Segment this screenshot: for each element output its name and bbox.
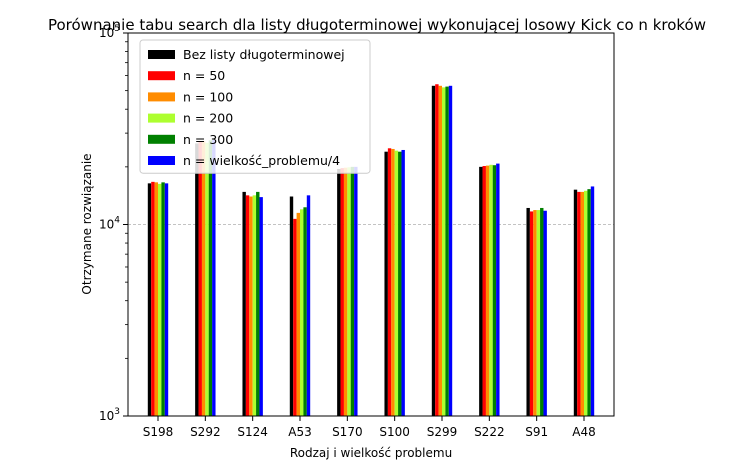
bar — [300, 209, 304, 416]
bar — [154, 182, 158, 416]
bar — [161, 182, 165, 416]
legend-label: n = wielkość_problemu/4 — [183, 153, 340, 168]
bar — [587, 189, 591, 416]
legend-swatch — [148, 92, 175, 102]
x-tick-label: S299 — [427, 425, 458, 439]
x-tick-label: S170 — [332, 425, 363, 439]
y-tick-label: 103 — [99, 407, 120, 423]
legend-swatch — [148, 113, 175, 123]
bar — [252, 195, 257, 416]
bars — [147, 84, 595, 417]
bar — [398, 151, 402, 416]
legend-label: n = 200 — [183, 111, 233, 126]
bar — [543, 210, 547, 416]
bar — [445, 86, 449, 417]
bar — [536, 210, 541, 416]
bar — [340, 168, 344, 416]
bar — [435, 84, 439, 417]
bar — [577, 191, 581, 416]
bar — [479, 166, 483, 416]
bar — [442, 87, 446, 416]
bar — [347, 167, 351, 416]
bar — [590, 186, 595, 416]
bar — [151, 181, 155, 416]
x-tick-label: A53 — [288, 425, 311, 439]
legend-frame — [139, 39, 371, 174]
legend-swatch — [148, 156, 175, 165]
bar — [350, 166, 355, 416]
legend-label: n = 300 — [183, 132, 233, 147]
bar — [343, 167, 348, 416]
bar — [448, 85, 453, 416]
x-tick-label: S222 — [474, 425, 505, 439]
bar — [533, 210, 537, 416]
bar — [387, 148, 392, 416]
bar — [164, 183, 169, 416]
bar — [289, 196, 294, 416]
bar — [337, 168, 341, 416]
x-tick-label: S198 — [143, 425, 174, 439]
legend-swatch — [148, 50, 175, 59]
x-tick-label: S91 — [525, 425, 548, 439]
legend-label: Bez listy długoterminowej — [183, 47, 345, 62]
bar — [526, 207, 530, 416]
bar — [496, 163, 500, 416]
x-tick-label: S124 — [237, 425, 268, 439]
x-tick-label: A48 — [572, 425, 595, 439]
bar — [208, 140, 213, 416]
bar — [394, 150, 399, 416]
bar — [205, 142, 209, 416]
y-axis: 103 104 105 — [99, 24, 128, 423]
legend-label: n = 50 — [183, 68, 225, 83]
bar — [492, 165, 497, 416]
legend: Bez listy długoterminowej n = 50 n = 100 n … — [139, 39, 371, 174]
bar — [256, 191, 260, 416]
bar — [201, 141, 206, 416]
bar — [485, 165, 490, 416]
y-axis-label: Otrzymane rozwiązanie — [80, 153, 94, 294]
bar — [354, 166, 358, 416]
legend-swatch — [148, 134, 175, 144]
y-tick-label: 104 — [99, 216, 120, 232]
bar — [306, 195, 311, 416]
bar — [212, 140, 216, 416]
legend-label: n = 100 — [183, 89, 233, 104]
bar — [540, 207, 544, 416]
bar — [147, 183, 152, 416]
bar — [573, 189, 578, 416]
bar — [401, 149, 405, 416]
bar — [438, 85, 442, 416]
bar — [158, 183, 162, 416]
x-axis-label: Rodzaj i wielkość problemu — [290, 446, 452, 460]
chart-title: Porównanie tabu search dla listy długote… — [48, 16, 706, 34]
bar — [293, 218, 297, 416]
bar — [384, 151, 388, 416]
y-tick-label: 105 — [99, 24, 120, 40]
bar — [259, 197, 263, 416]
bar — [195, 143, 199, 416]
bar — [584, 190, 588, 416]
bar — [249, 196, 253, 416]
x-axis: S198 S292 S124 A53 S170 S100 S299 S222 S91 A48 — [143, 416, 596, 439]
bar — [580, 191, 584, 416]
x-tick-label: S100 — [379, 425, 410, 439]
bar — [489, 164, 493, 416]
bar — [245, 195, 250, 416]
bar — [529, 211, 534, 416]
bar — [431, 85, 436, 416]
bar — [242, 191, 246, 416]
legend-swatch — [148, 71, 175, 81]
bar — [303, 207, 307, 416]
x-tick-label: S292 — [190, 425, 221, 439]
bar — [198, 141, 202, 416]
bar — [296, 212, 300, 416]
bar — [391, 148, 395, 416]
bar — [482, 166, 486, 416]
